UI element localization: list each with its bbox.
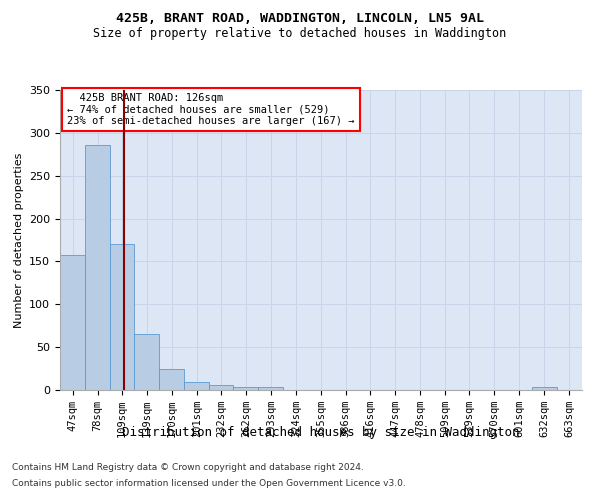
Bar [110,244,134,390]
Text: Size of property relative to detached houses in Waddington: Size of property relative to detached ho… [94,28,506,40]
Text: Distribution of detached houses by size in Waddington: Distribution of detached houses by size … [122,426,520,439]
Text: Contains HM Land Registry data © Crown copyright and database right 2024.: Contains HM Land Registry data © Crown c… [12,464,364,472]
Y-axis label: Number of detached properties: Number of detached properties [14,152,23,328]
Bar [85,145,110,390]
Bar [184,382,209,390]
Text: 425B BRANT ROAD: 126sqm
← 74% of detached houses are smaller (529)
23% of semi-d: 425B BRANT ROAD: 126sqm ← 74% of detache… [67,93,355,126]
Bar [259,388,283,390]
Bar [60,256,85,390]
Bar [159,368,184,390]
Text: 425B, BRANT ROAD, WADDINGTON, LINCOLN, LN5 9AL: 425B, BRANT ROAD, WADDINGTON, LINCOLN, L… [116,12,484,26]
Text: Contains public sector information licensed under the Open Government Licence v3: Contains public sector information licen… [12,478,406,488]
Bar [134,334,159,390]
Bar [233,386,259,390]
Bar [532,388,557,390]
Bar [209,385,233,390]
